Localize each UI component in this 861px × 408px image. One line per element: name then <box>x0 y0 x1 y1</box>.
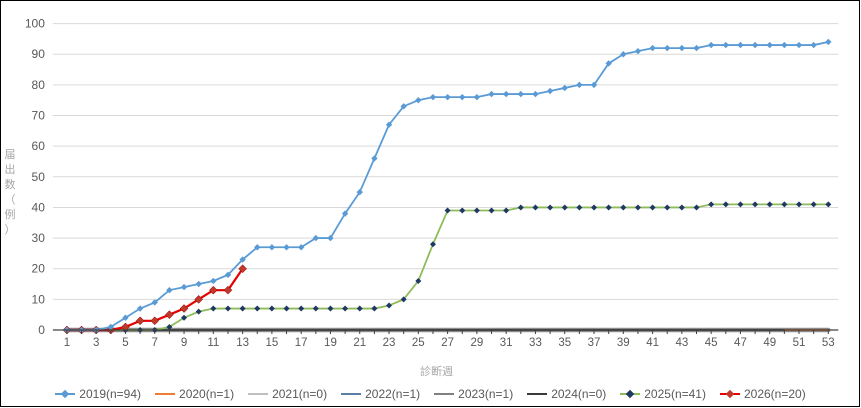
svg-text:20: 20 <box>32 262 46 276</box>
svg-text:80: 80 <box>32 78 46 92</box>
svg-text:37: 37 <box>588 337 601 349</box>
svg-text:40: 40 <box>32 200 46 214</box>
svg-text:1: 1 <box>64 337 70 349</box>
svg-text:29: 29 <box>470 337 483 349</box>
svg-text:13: 13 <box>236 337 249 349</box>
svg-text:17: 17 <box>295 337 308 349</box>
svg-text:33: 33 <box>529 337 542 349</box>
svg-text:60: 60 <box>32 139 46 153</box>
svg-text:3: 3 <box>93 337 99 349</box>
svg-text:21: 21 <box>353 337 366 349</box>
svg-text:43: 43 <box>675 337 688 349</box>
svg-text:15: 15 <box>265 337 278 349</box>
svg-text:70: 70 <box>32 109 46 123</box>
svg-text:51: 51 <box>793 337 806 349</box>
svg-text:39: 39 <box>617 337 630 349</box>
svg-text:9: 9 <box>181 337 187 349</box>
svg-text:100: 100 <box>25 17 45 31</box>
svg-text:50: 50 <box>32 170 46 184</box>
svg-text:5: 5 <box>122 337 128 349</box>
svg-text:19: 19 <box>324 337 337 349</box>
svg-text:47: 47 <box>734 337 747 349</box>
svg-text:23: 23 <box>383 337 396 349</box>
svg-text:11: 11 <box>207 337 219 349</box>
svg-text:53: 53 <box>822 337 835 349</box>
svg-text:27: 27 <box>441 337 454 349</box>
svg-text:49: 49 <box>763 337 776 349</box>
svg-text:45: 45 <box>705 337 718 349</box>
svg-text:35: 35 <box>558 337 571 349</box>
svg-text:31: 31 <box>500 337 513 349</box>
svg-text:10: 10 <box>32 292 46 306</box>
svg-text:90: 90 <box>32 47 46 61</box>
svg-text:41: 41 <box>646 337 659 349</box>
svg-text:30: 30 <box>32 231 46 245</box>
svg-text:25: 25 <box>412 337 425 349</box>
svg-text:0: 0 <box>38 323 45 337</box>
svg-text:7: 7 <box>152 337 158 349</box>
